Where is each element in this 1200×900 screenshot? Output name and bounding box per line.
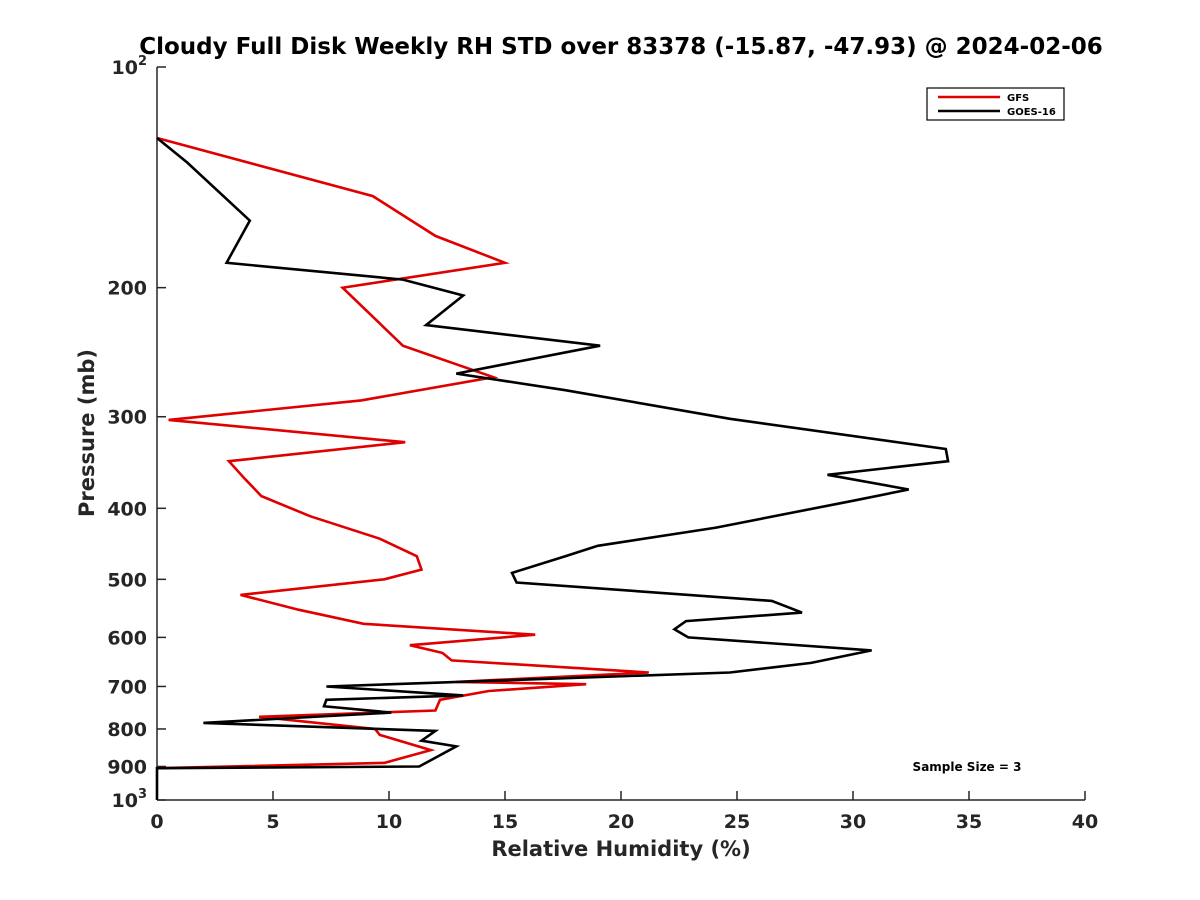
series-line-goes16 (155, 136, 950, 800)
y-tick-label: 103 (112, 787, 148, 812)
x-tick-label: 40 (1072, 811, 1098, 833)
x-tick-label: 25 (724, 811, 750, 833)
series-line-gfs (156, 136, 649, 770)
y-tick-label: 300 (107, 407, 147, 429)
y-tick-label: 800 (107, 719, 147, 741)
legend-label-gfs: GFS (1007, 93, 1029, 104)
y-tick-label: 900 (107, 756, 147, 778)
chart-title: Cloudy Full Disk Weekly RH STD over 8337… (139, 34, 1103, 60)
x-tick-label: 35 (956, 811, 982, 833)
x-tick-label: 15 (492, 811, 518, 833)
y-axis-label: Pressure (mb) (75, 349, 99, 517)
y-tick-label: 200 (107, 278, 147, 300)
legend-label-goes16: GOES-16 (1007, 107, 1056, 118)
series-layer (155, 136, 950, 800)
tick-labels: 0 5 10 15 20 25 30 35 40 102 200 300 400 500 600 700 800… (107, 54, 1098, 833)
legend: GFS GOES-16 (926, 87, 1065, 121)
y-tick-label: 400 (107, 498, 147, 520)
x-axis-label: Relative Humidity (%) (491, 837, 750, 861)
x-tick-label: 0 (150, 811, 163, 833)
x-tick-label: 20 (608, 811, 634, 833)
x-tick-label: 30 (840, 811, 866, 833)
sample-size-annotation: Sample Size = 3 (913, 760, 1022, 774)
y-tick-label: 102 (112, 54, 148, 79)
x-tick-label: 5 (266, 811, 279, 833)
y-tick-label: 500 (107, 569, 147, 591)
x-tick-label: 10 (376, 811, 402, 833)
y-tick-label: 600 (107, 627, 147, 649)
legend-box (926, 87, 1065, 121)
y-tick-label: 700 (107, 676, 147, 698)
